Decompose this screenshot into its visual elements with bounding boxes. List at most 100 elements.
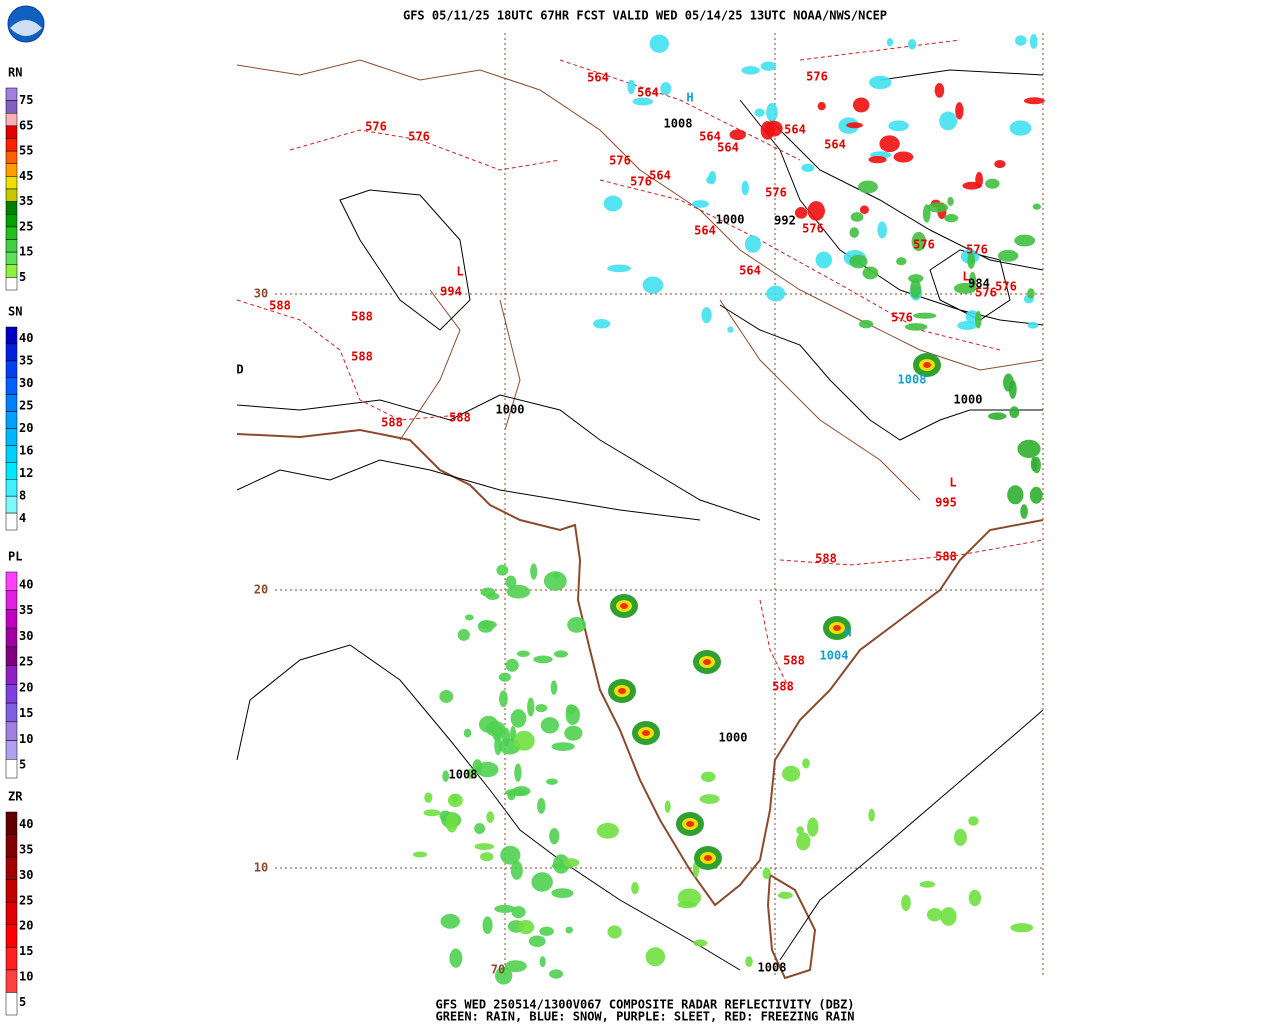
radar-echo <box>539 956 546 968</box>
legend-swatch <box>5 495 18 514</box>
legend-tick-label: 40 <box>19 577 33 591</box>
red-label: 564 <box>739 264 761 278</box>
legend-swatch <box>5 992 18 1016</box>
red-label: 588 <box>269 299 291 313</box>
legend-tick-label: 20 <box>19 421 33 435</box>
radar-echo <box>499 690 508 708</box>
legend-swatch <box>5 251 18 265</box>
radar-echo <box>593 319 611 329</box>
radar-echo <box>699 794 720 804</box>
radar-echo <box>539 926 554 936</box>
radar-echo <box>994 159 1006 169</box>
radar-echo <box>494 904 516 913</box>
radar-echo <box>506 584 531 599</box>
radar-echo <box>850 212 864 222</box>
radar-echo <box>913 312 937 319</box>
red-label: L <box>962 270 969 284</box>
legend-tick-label: 55 <box>19 144 33 158</box>
radar-echo <box>424 792 433 803</box>
radar-echo <box>888 120 909 132</box>
red-label: 564 <box>587 71 609 85</box>
legend-tick-label: 35 <box>19 353 33 367</box>
radar-echo <box>988 412 1007 420</box>
radar-echo <box>765 120 783 137</box>
radar-echo <box>607 925 622 939</box>
radar-echo <box>923 362 931 368</box>
legend-swatch <box>5 277 18 291</box>
legend-swatch <box>5 113 18 127</box>
legend-tick-label: 10 <box>19 969 33 983</box>
legend-title: RN <box>8 66 22 80</box>
radar-echo <box>975 310 982 329</box>
red-label: 576 <box>630 175 652 189</box>
radar-echo <box>510 709 527 728</box>
legend-swatch <box>5 100 18 114</box>
radar-echo <box>540 717 560 734</box>
radar-echo <box>852 97 870 113</box>
legend-swatch <box>5 924 18 948</box>
legend-swatch <box>5 721 18 741</box>
radar-echo <box>1009 406 1020 419</box>
radar-echo <box>896 257 907 266</box>
radar-echo <box>482 916 493 935</box>
blue-label: 1004 <box>820 649 849 663</box>
radar-echo <box>907 38 917 50</box>
legend-tick-label: 5 <box>19 995 26 1009</box>
radar-echo <box>565 926 573 934</box>
radar-echo <box>517 919 535 935</box>
red-label: 576 <box>765 186 787 200</box>
legend-swatch <box>5 445 18 463</box>
legends: RN756555453525155SN4035302520161284PL403… <box>5 66 33 1016</box>
red-label: 576 <box>891 311 913 325</box>
radar-echo <box>664 800 671 813</box>
grid-label: 20 <box>254 583 268 597</box>
radar-echo <box>1009 120 1032 136</box>
radar-echo <box>762 867 771 880</box>
legend-tick-label: 15 <box>19 706 33 720</box>
red-label: 576 <box>975 286 997 300</box>
legend-tick-label: 40 <box>19 817 33 831</box>
black-label: 984 <box>968 277 990 291</box>
legend-swatch <box>5 226 18 240</box>
radar-echo <box>919 880 936 888</box>
radar-echo <box>642 276 664 294</box>
blue-label: H <box>844 626 851 640</box>
red-label: 576 <box>365 120 387 134</box>
radar-echo <box>922 204 931 223</box>
radar-echo <box>463 728 472 738</box>
black-label: 1008 <box>664 117 693 131</box>
radar-echo <box>833 625 841 631</box>
radar-echo <box>939 111 958 131</box>
radar-echo <box>766 102 778 122</box>
radar-echo <box>807 817 819 837</box>
legend-swatch <box>5 811 18 835</box>
legend-swatch <box>5 512 18 531</box>
radar-echo <box>510 860 523 880</box>
radar-echo <box>877 221 887 239</box>
radar-echo <box>704 855 712 861</box>
radar-echo <box>550 680 558 695</box>
legend-tick-label: 8 <box>19 489 26 503</box>
radar-echo <box>563 858 580 868</box>
radar-echo <box>957 321 977 330</box>
red-label: 588 <box>783 654 805 668</box>
radar-echo <box>1027 321 1039 329</box>
radar-echo <box>567 616 586 633</box>
radar-echo <box>1017 439 1041 459</box>
legend-tick-label: 12 <box>19 466 33 480</box>
sri-lanka <box>766 873 817 980</box>
radar-echo <box>781 765 801 782</box>
legend-swatch <box>5 394 18 412</box>
legend-tick-label: 20 <box>19 680 33 694</box>
legend-tick-label: 10 <box>19 732 33 746</box>
legend-swatch <box>5 627 18 648</box>
radar-echo <box>607 264 632 273</box>
legend-swatch <box>5 411 18 429</box>
radar-echo <box>944 213 959 223</box>
legend-swatch <box>5 138 18 152</box>
radar-echo <box>1015 35 1027 46</box>
radar-echo <box>849 254 868 269</box>
radar-echo <box>505 575 517 589</box>
radar-echo <box>745 956 753 968</box>
radar-echo <box>1032 456 1041 474</box>
